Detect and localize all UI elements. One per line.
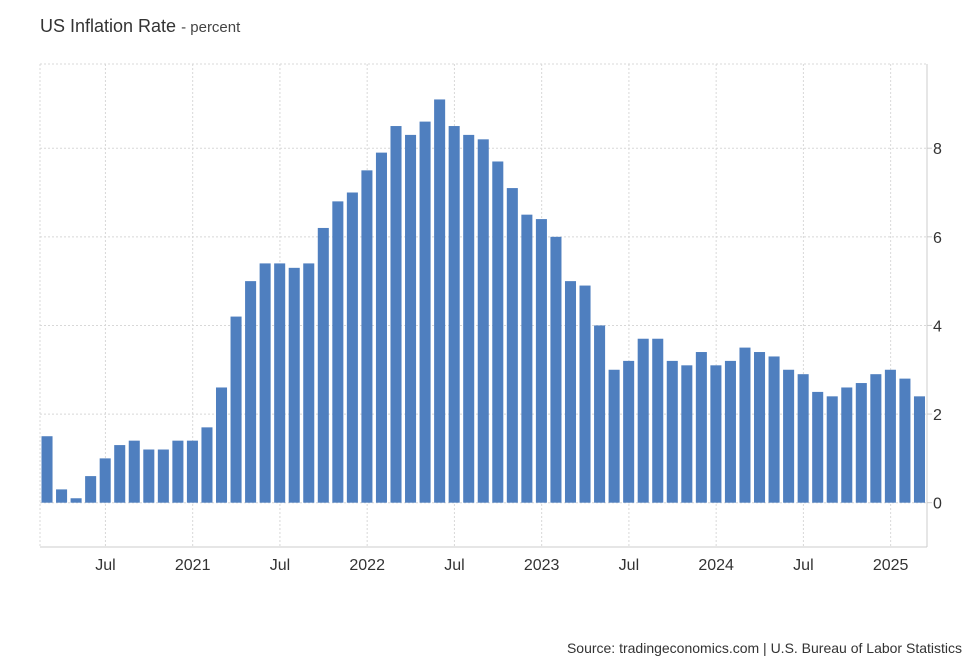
- bar: [463, 134, 475, 503]
- bar: [506, 188, 518, 503]
- bar: [390, 126, 402, 503]
- bar: [754, 352, 766, 503]
- bar: [419, 121, 431, 503]
- x-tick-label: 2021: [175, 557, 211, 574]
- bar: [841, 387, 853, 503]
- bar: [288, 267, 300, 503]
- bar: [114, 445, 126, 503]
- bar: [245, 281, 257, 503]
- x-tick-label: 2025: [873, 557, 909, 574]
- bar: [710, 365, 722, 503]
- bar: [550, 236, 562, 503]
- axis-layer: 0 2 4 6 8 Jul 2021 Jul 2022 Jul 2023 Jul 2024 Jul 2025: [40, 64, 942, 574]
- bar: [608, 369, 620, 503]
- bars-layer: [41, 99, 925, 503]
- x-tick-label: 2024: [698, 557, 734, 574]
- bar: [143, 449, 155, 503]
- y-tick-label: 4: [933, 318, 942, 335]
- bar: [812, 391, 824, 503]
- bar: [768, 356, 780, 503]
- bar: [157, 449, 169, 503]
- bar: [346, 192, 358, 503]
- bar: [564, 281, 577, 503]
- x-tick-label: Jul: [444, 557, 464, 574]
- bar: [317, 227, 329, 503]
- bar: [56, 489, 68, 503]
- x-tick-label: 2022: [349, 557, 385, 574]
- y-tick-label: 8: [933, 141, 942, 158]
- bar: [303, 263, 315, 503]
- bar: [521, 214, 533, 503]
- y-tick-label: 2: [933, 407, 942, 424]
- bar: [259, 263, 271, 503]
- bar: [332, 201, 344, 503]
- bar: [623, 360, 635, 503]
- bar: [826, 396, 838, 503]
- bar: [128, 440, 140, 503]
- bar: [899, 378, 911, 503]
- bar: [215, 387, 228, 503]
- x-tick-label: Jul: [95, 557, 115, 574]
- bar: [855, 383, 867, 503]
- chart-title: US Inflation Rate - percent: [40, 16, 240, 37]
- bar: [739, 347, 751, 503]
- grid-layer: [39, 63, 927, 547]
- bar: [870, 374, 882, 503]
- y-tick-label: 0: [933, 496, 942, 513]
- chart-title-text: US Inflation Rate: [40, 16, 177, 36]
- bar: [201, 427, 213, 503]
- x-tick-label: 2023: [524, 557, 560, 574]
- bar: [724, 360, 736, 503]
- bar: [70, 498, 82, 503]
- bar: [535, 219, 547, 503]
- bar: [99, 458, 111, 503]
- bar: [274, 263, 286, 503]
- y-tick-label: 6: [933, 230, 942, 247]
- bar: [477, 139, 489, 503]
- bar: [652, 338, 664, 503]
- x-tick-label: Jul: [793, 557, 813, 574]
- bar: [186, 440, 198, 503]
- bar: [579, 285, 591, 503]
- bar: [375, 152, 387, 503]
- bar: [405, 134, 417, 503]
- bar: [884, 369, 896, 503]
- bar: [492, 161, 504, 503]
- bar: [172, 440, 184, 503]
- bar: [666, 360, 678, 503]
- x-tick-label: Jul: [270, 557, 290, 574]
- bar: [695, 352, 707, 503]
- bar: [681, 365, 693, 503]
- bar: [85, 476, 97, 503]
- x-tick-label: Jul: [619, 557, 639, 574]
- bar: [41, 436, 53, 503]
- source-credit: Source: tradingeconomics.com | U.S. Bure…: [566, 640, 962, 656]
- bar: [783, 369, 795, 503]
- bar: [913, 396, 925, 503]
- chart-unit: - percent: [181, 19, 241, 36]
- bar: [448, 126, 460, 503]
- bar: [434, 99, 446, 503]
- bar: [594, 325, 606, 503]
- bar: [230, 316, 242, 503]
- bar: [361, 170, 373, 503]
- bar: [797, 374, 809, 503]
- bar: [637, 338, 649, 503]
